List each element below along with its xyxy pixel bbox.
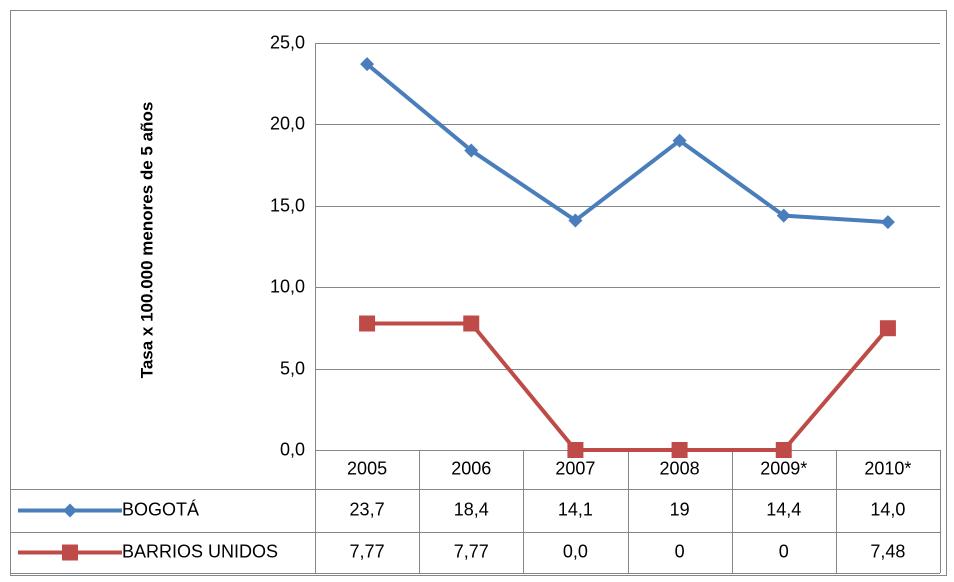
table-value: 0 [779,541,789,561]
table-value: 18,4 [454,499,489,519]
marker [775,442,792,458]
marker [567,442,584,458]
x-tick-label: 2006 [451,458,491,478]
marker [359,315,376,332]
marker [360,57,375,72]
series-line [365,62,889,225]
table-value: 7,48 [870,541,905,561]
legend-label: BARRIOS UNIDOS [122,541,278,561]
legend-marker [62,544,78,561]
table-value: 7,77 [350,541,385,561]
marker [463,315,480,332]
x-tick-label: 2008 [660,458,700,478]
table-value: 0,0 [563,541,588,561]
x-tick-label: 2007 [555,458,595,478]
table-value: 23,7 [350,499,385,519]
series-line [367,321,890,452]
table-value: 14,0 [870,499,905,519]
marker [671,442,688,458]
marker [672,133,687,148]
table-value: 0 [675,541,685,561]
y-tick-label: 20,0 [270,113,305,133]
marker [879,320,896,337]
legend-label: BOGOTÁ [122,499,199,519]
marker [568,213,583,228]
y-tick-label: 15,0 [270,195,305,215]
table-value: 14,1 [558,499,593,519]
y-tick-label: 25,0 [270,32,305,52]
y-tick-label: 0,0 [280,439,305,459]
x-tick-label: 2005 [347,458,387,478]
table-value: 19 [670,499,690,519]
table-value: 14,4 [766,499,801,519]
chart-frame [10,10,947,576]
marker [776,208,791,223]
legend-marker [63,503,77,518]
marker [880,215,895,230]
y-tick-label: 5,0 [280,358,305,378]
y-tick-label: 10,0 [270,276,305,296]
marker [464,143,479,158]
x-tick-label: 2009* [760,458,807,478]
x-tick-label: 2010* [864,458,911,478]
y-axis-label: Tasa x 100.000 menores de 5 años [137,102,156,379]
table-value: 7,77 [454,541,489,561]
